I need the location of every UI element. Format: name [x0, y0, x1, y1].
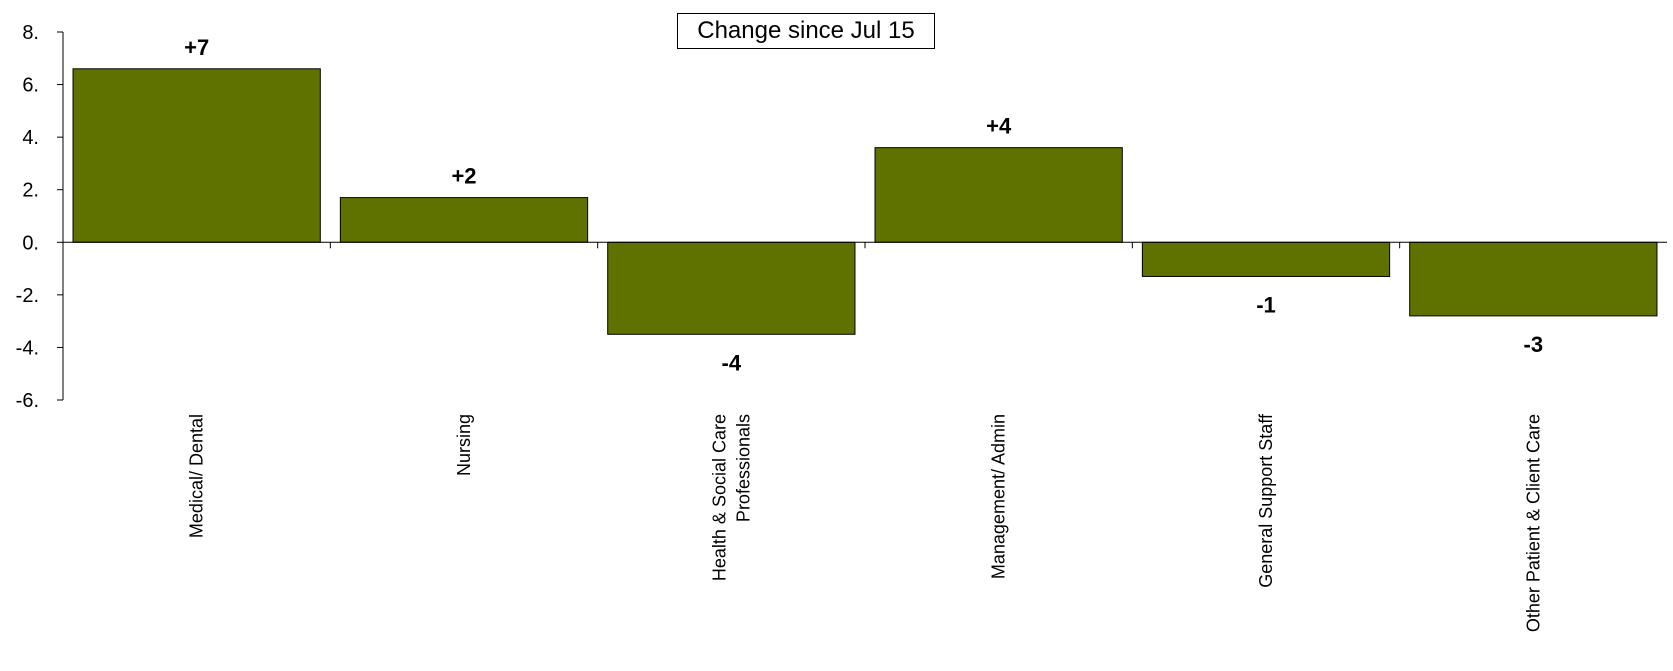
category-label: Management/ Admin	[989, 414, 1009, 579]
category-label: Health & Social Care	[709, 414, 729, 581]
y-tick-label: 6.	[22, 75, 39, 97]
y-tick-label: -2.	[16, 285, 39, 307]
bar	[607, 241, 856, 335]
y-tick-label: 0.	[22, 232, 39, 254]
category-label: Professionals	[733, 414, 753, 522]
y-tick-label: 8.	[22, 22, 39, 44]
y-tick-label: -6.	[16, 390, 39, 412]
data-label: -1	[1256, 292, 1276, 317]
y-tick-label: 2.	[22, 180, 39, 202]
category-labels: Medical/ Dental Nursing Health & Social Ca…	[187, 413, 1544, 632]
bar	[874, 147, 1123, 243]
y-tick-label: -4.	[16, 337, 39, 359]
data-label: -3	[1524, 332, 1544, 357]
data-label: +4	[986, 114, 1012, 139]
category-label: General Support Staff	[1256, 413, 1276, 588]
data-label: -4	[722, 350, 742, 375]
category-label: Other Patient & Client Care	[1523, 414, 1543, 632]
bar	[1141, 241, 1391, 277]
category-label: Nursing	[454, 414, 474, 476]
chart-title-box: Change since Jul 15	[677, 13, 935, 49]
x-axis	[63, 241, 1667, 249]
bar	[72, 68, 321, 243]
bar	[1409, 241, 1658, 317]
bar	[339, 197, 589, 243]
bars	[72, 68, 1658, 335]
data-label: +2	[451, 164, 476, 189]
data-labels: +7 +2 -4 +4 -1 -3	[184, 35, 1543, 375]
y-axis: 8. 6. 4. 2. 0. -2. -4. -6.	[16, 22, 64, 412]
y-tick-label: 4.	[22, 127, 39, 149]
chart-title: Change since Jul 15	[697, 17, 915, 44]
data-label: +7	[184, 35, 209, 60]
category-label: Medical/ Dental	[187, 414, 207, 538]
